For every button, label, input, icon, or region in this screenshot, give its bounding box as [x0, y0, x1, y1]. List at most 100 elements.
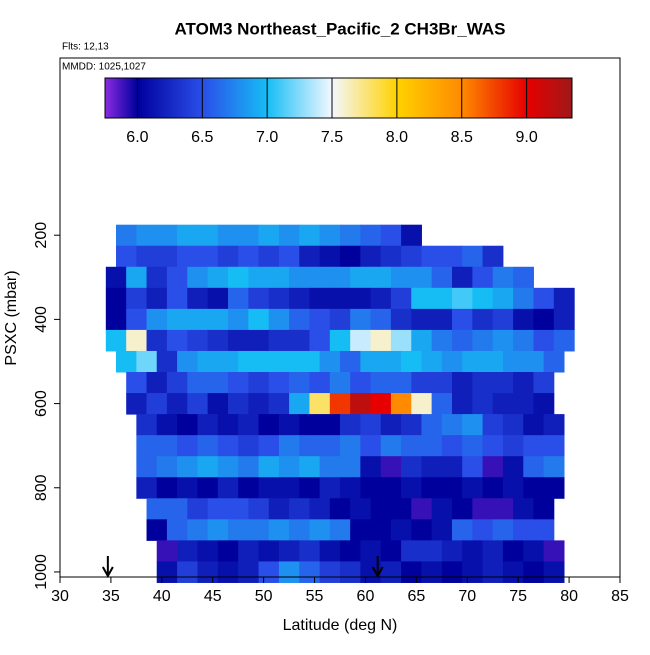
- x-tick-label: 70: [458, 588, 476, 605]
- heat-cell: [136, 350, 158, 373]
- heat-cell: [523, 561, 545, 583]
- heat-cell: [299, 540, 321, 562]
- heat-cell: [197, 224, 219, 247]
- heat-cell: [166, 372, 188, 394]
- heat-cell: [472, 266, 494, 289]
- heat-cell: [543, 350, 565, 373]
- heat-cell: [390, 498, 412, 520]
- heat-cell: [319, 414, 341, 436]
- heat-cell: [340, 477, 361, 499]
- heat-cell: [217, 350, 239, 373]
- heat-cell: [390, 393, 412, 415]
- heat-cell: [177, 456, 198, 478]
- heat-cell: [248, 519, 270, 541]
- heat-cell: [217, 245, 239, 268]
- heat-cell: [177, 477, 198, 499]
- heat-cell: [278, 245, 300, 268]
- heat-cell: [431, 308, 453, 331]
- heat-cell: [350, 266, 372, 289]
- heat-cell: [197, 561, 219, 583]
- heat-cell: [340, 435, 361, 457]
- heat-cell: [513, 519, 534, 541]
- heat-cell: [278, 456, 300, 478]
- heat-cell: [523, 477, 545, 499]
- heat-cell: [431, 498, 453, 520]
- heat-cell: [319, 561, 341, 583]
- heat-cell: [197, 350, 219, 373]
- heat-cell: [187, 519, 209, 541]
- heat-cell: [187, 393, 209, 415]
- heat-cell: [370, 393, 392, 415]
- y-tick-label: 600: [33, 390, 50, 417]
- heat-cell: [136, 456, 158, 478]
- heat-cell: [299, 477, 321, 499]
- heat-cell: [136, 435, 158, 457]
- heat-cell: [136, 477, 158, 499]
- heat-cell: [431, 519, 453, 541]
- heat-cell: [146, 266, 168, 289]
- heat-cell: [105, 308, 127, 331]
- heat-cell: [502, 435, 524, 457]
- heat-cell: [360, 435, 382, 457]
- heat-cell: [421, 540, 443, 562]
- heat-cell: [238, 540, 260, 562]
- heat-cell: [350, 519, 372, 541]
- heat-cell: [421, 456, 443, 478]
- heat-cell: [533, 372, 555, 394]
- x-tick-label: 35: [102, 588, 120, 605]
- arrow-head: [101, 566, 114, 579]
- heat-cell: [177, 540, 198, 562]
- heat-cell: [401, 414, 422, 436]
- heat-cell: [411, 519, 433, 541]
- colorbar-tick-label: 8.0: [386, 129, 408, 146]
- heat-cell: [421, 435, 443, 457]
- heat-cell: [462, 350, 484, 373]
- heat-cell: [228, 393, 249, 415]
- heat-cell: [156, 456, 178, 478]
- heat-cell: [146, 519, 168, 541]
- heat-cell: [136, 224, 158, 247]
- heat-cell: [187, 329, 209, 352]
- heat-cell: [462, 245, 484, 268]
- colorbar: [104, 77, 573, 119]
- heat-cell: [452, 498, 473, 520]
- heat-cell: [156, 477, 178, 499]
- heat-cell: [329, 372, 351, 394]
- heat-cell: [197, 414, 219, 436]
- heat-cell: [401, 477, 422, 499]
- heat-cell: [441, 435, 463, 457]
- x-tick-label: 30: [51, 588, 69, 605]
- colorbar-tick-label: 6.5: [191, 129, 213, 146]
- heat-cell: [411, 393, 433, 415]
- heat-cell: [319, 540, 341, 562]
- heat-cell: [329, 498, 351, 520]
- heat-cell: [146, 393, 168, 415]
- heat-cell: [462, 414, 484, 436]
- heat-cell: [329, 287, 351, 310]
- heat-cell: [217, 435, 239, 457]
- heat-cell: [482, 350, 504, 373]
- heat-cell: [329, 393, 351, 415]
- heat-cell: [452, 308, 473, 331]
- heat-cell: [370, 287, 392, 310]
- heat-cell: [289, 287, 310, 310]
- heat-cell: [340, 245, 361, 268]
- heat-cell: [441, 414, 463, 436]
- heat-cell: [289, 308, 310, 331]
- heat-cell: [217, 540, 239, 562]
- heat-cell: [350, 308, 372, 331]
- heat-cell: [156, 224, 178, 247]
- heat-cell: [380, 245, 402, 268]
- heat-cell: [533, 393, 555, 415]
- x-tick-label: 65: [407, 588, 425, 605]
- heat-cell: [441, 540, 463, 562]
- heat-cell: [156, 245, 178, 268]
- heat-cell: [238, 350, 260, 373]
- heat-cell: [207, 498, 229, 520]
- heat-cell: [441, 245, 463, 268]
- heat-cell: [482, 477, 504, 499]
- heat-cell: [380, 456, 402, 478]
- heat-cell: [350, 329, 372, 352]
- colorbar-tick-label: 7.5: [321, 129, 343, 146]
- heat-cell: [319, 350, 341, 373]
